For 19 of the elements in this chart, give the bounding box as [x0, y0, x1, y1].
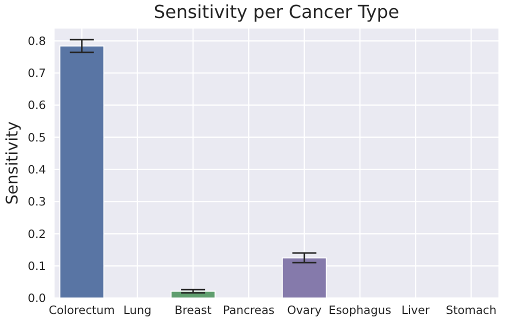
y-tick-label: 0.7: [28, 66, 46, 80]
y-tick-label: 0.2: [28, 226, 46, 241]
x-tick-label: Pancreas: [222, 303, 275, 318]
x-tick-label: Esophagus: [328, 303, 392, 318]
chart-title: Sensitivity per Cancer Type: [152, 2, 400, 23]
y-tick-label: 0.0: [28, 291, 46, 306]
y-tick-label: 0.8: [28, 34, 46, 48]
x-tick-label: Stomach: [446, 303, 497, 318]
x-tick-label: Liver: [401, 303, 430, 318]
y-tick-label: 0.3: [28, 194, 46, 209]
x-tick-label: Ovary: [287, 303, 322, 318]
y-axis-title: Sensitivity: [2, 121, 22, 205]
y-tick-label: 0.6: [28, 98, 46, 112]
y-tick-label: 0.5: [28, 130, 46, 144]
x-tick-label: Breast: [174, 303, 212, 318]
y-tick-label: 0.1: [28, 258, 46, 273]
x-tick-label: Lung: [123, 303, 152, 318]
y-tick-label: 0.4: [28, 162, 46, 177]
x-tick-label: Colorectum: [48, 303, 115, 318]
